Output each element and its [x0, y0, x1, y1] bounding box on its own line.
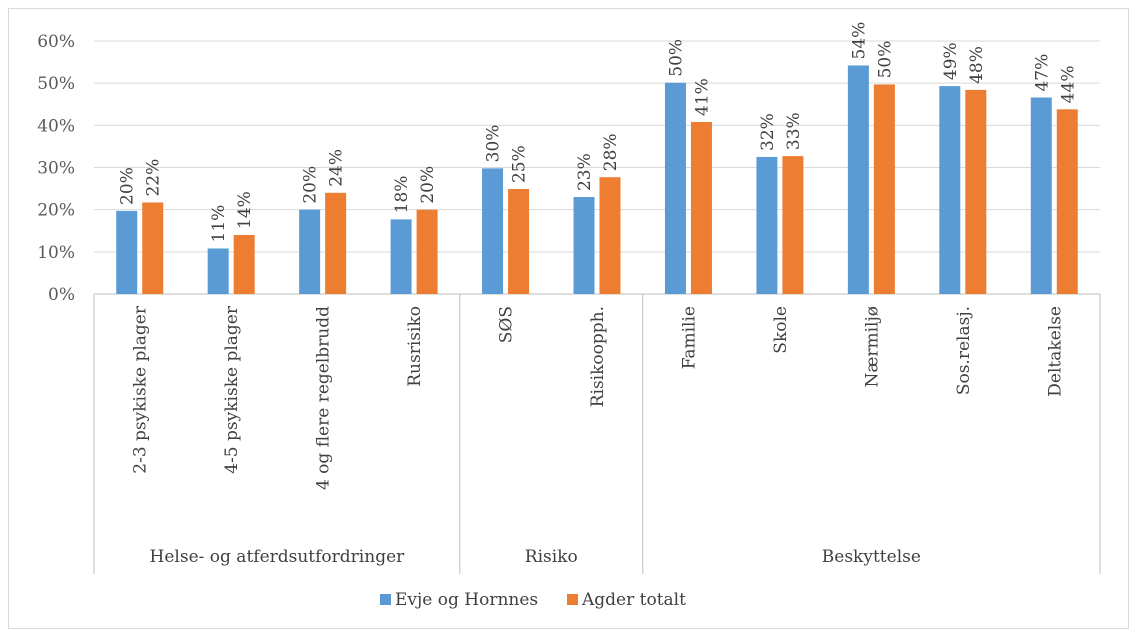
y-tick-label: 50% [37, 74, 75, 94]
y-tick-label: 0% [48, 285, 75, 305]
data-label: 41% [692, 78, 712, 116]
category-label: Rusrisiko [405, 306, 425, 387]
data-label: 28% [601, 133, 621, 171]
bar [142, 202, 164, 294]
bar [233, 234, 255, 294]
y-tick-label: 20% [37, 201, 75, 221]
bar [939, 86, 961, 294]
category-label: SØS [497, 306, 517, 343]
data-label: 23% [575, 153, 595, 191]
data-label: 25% [510, 145, 530, 183]
data-label: 32% [758, 113, 778, 151]
data-label: 20% [418, 166, 438, 204]
category-label: Sos.relasj. [954, 306, 974, 395]
data-label: 20% [301, 166, 321, 204]
bar [756, 156, 778, 294]
bar [873, 84, 895, 294]
data-label: 49% [941, 42, 961, 80]
bar [116, 210, 138, 294]
data-label: 48% [967, 46, 987, 84]
y-tick-label: 40% [37, 116, 75, 136]
data-label: 22% [144, 159, 164, 197]
bar [508, 189, 530, 294]
data-label: 11% [209, 205, 229, 243]
data-label: 30% [484, 125, 504, 163]
bar [1030, 97, 1052, 295]
bar [599, 177, 621, 294]
category-label: Deltakelse [1045, 306, 1065, 397]
group-label: Beskyttelse [822, 547, 921, 567]
bar [390, 219, 412, 294]
bar [782, 156, 804, 294]
data-label: 24% [327, 149, 347, 187]
legend-swatch [380, 594, 391, 605]
bar [207, 248, 229, 294]
category-label: Nærmiljø [862, 306, 882, 387]
category-label: Familie [679, 306, 699, 369]
data-label: 33% [784, 112, 804, 150]
bar [690, 121, 712, 295]
group-label: Risiko [525, 547, 578, 567]
y-tick-label: 30% [37, 159, 75, 179]
bar [1056, 109, 1078, 294]
category-label: 4 og flere regelbrudd [314, 306, 334, 490]
data-label: 50% [875, 41, 895, 79]
bar [299, 209, 321, 294]
bar [847, 65, 869, 294]
bar [416, 209, 438, 294]
legend-label: Evje og Hornnes [395, 590, 538, 610]
category-label: 4-5 psykiske plager [222, 305, 242, 474]
bar [965, 89, 987, 294]
data-label: 44% [1058, 66, 1078, 104]
bar [325, 192, 347, 294]
y-tick-label: 60% [37, 32, 75, 52]
bar [482, 168, 504, 294]
category-label: 2-3 psykiske plager [131, 305, 151, 474]
data-label: 54% [849, 22, 869, 60]
y-tick-label: 10% [37, 243, 75, 263]
data-label: 14% [235, 191, 255, 229]
group-label: Helse- og atferdsutfordringer [150, 547, 406, 567]
bar [573, 197, 595, 294]
data-label: 50% [666, 39, 686, 77]
category-label: Risikoopph. [588, 306, 608, 407]
category-label: Skole [771, 306, 791, 354]
legend-swatch [567, 594, 578, 605]
data-label: 47% [1032, 54, 1052, 92]
data-label: 18% [392, 176, 412, 214]
legend-label: Agder totalt [581, 590, 686, 610]
data-label: 20% [118, 167, 138, 205]
bar [664, 82, 686, 295]
